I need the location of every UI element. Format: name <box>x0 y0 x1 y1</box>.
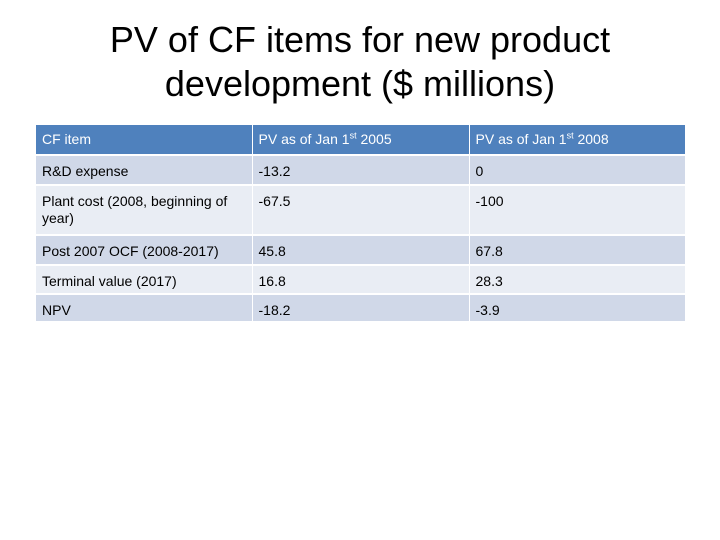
cell-pv-2008: -3.9 <box>469 294 686 323</box>
table-row: R&D expense -13.2 0 <box>36 155 686 186</box>
header-pv-2005: PV as of Jan 1st 2005 <box>252 125 470 156</box>
table-row: Post 2007 OCF (2008-2017) 45.8 67.8 <box>36 235 686 266</box>
table-row: NPV -18.2 -3.9 <box>36 294 686 323</box>
cell-pv-2008: -100 <box>469 185 686 236</box>
cf-items-table: CF item PV as of Jan 1st 2005 PV as of J… <box>36 125 686 323</box>
cell-pv-2008: 28.3 <box>469 265 686 295</box>
cell-pv-2005: 45.8 <box>252 235 470 266</box>
table-header-row: CF item PV as of Jan 1st 2005 PV as of J… <box>36 125 686 156</box>
title-line-2: development ($ millions) <box>164 63 556 104</box>
cell-item: R&D expense <box>36 155 253 186</box>
cell-pv-2005: -18.2 <box>252 294 470 323</box>
cell-pv-2005: -67.5 <box>252 185 470 236</box>
cell-pv-2005: 16.8 <box>252 265 470 295</box>
header-cf-item: CF item <box>36 125 253 156</box>
slide-title: PV of CF items for new product developme… <box>36 18 684 106</box>
cell-item: Plant cost (2008, beginning of year) <box>36 185 253 236</box>
cell-item: Post 2007 OCF (2008-2017) <box>36 235 253 266</box>
table-row: Terminal value (2017) 16.8 28.3 <box>36 265 686 295</box>
cell-pv-2005: -13.2 <box>252 155 470 186</box>
header-pv-2008: PV as of Jan 1st 2008 <box>469 125 686 156</box>
cell-item: NPV <box>36 294 253 323</box>
cell-pv-2008: 0 <box>469 155 686 186</box>
table-row: Plant cost (2008, beginning of year) -67… <box>36 185 686 236</box>
title-line-1: PV of CF items for new product <box>109 19 611 60</box>
cell-item: Terminal value (2017) <box>36 265 253 295</box>
cell-pv-2008: 67.8 <box>469 235 686 266</box>
